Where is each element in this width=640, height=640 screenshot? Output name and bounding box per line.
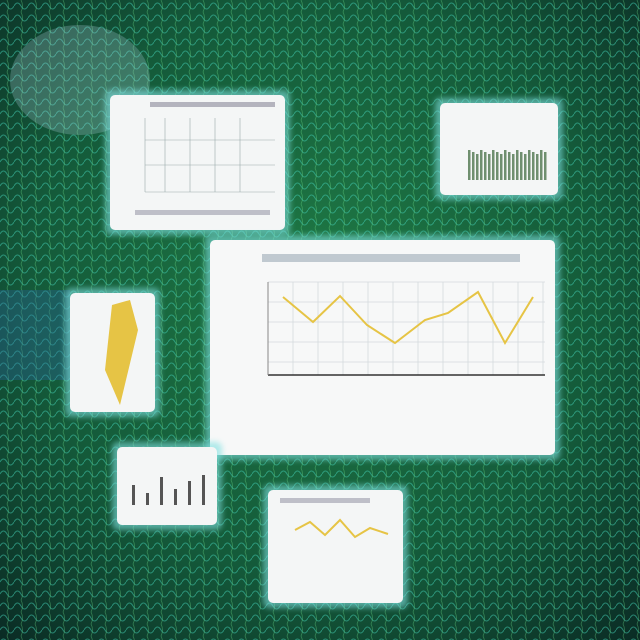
bar <box>146 493 149 505</box>
yellow-shape <box>105 300 138 405</box>
bar <box>524 154 527 180</box>
panel <box>268 490 403 603</box>
scribble <box>280 498 370 503</box>
bar <box>160 477 163 505</box>
bar <box>472 152 475 180</box>
bar <box>468 150 471 180</box>
bar <box>528 150 531 180</box>
mini-line <box>294 518 389 539</box>
trend-line <box>282 290 534 346</box>
bar <box>202 475 205 505</box>
bar <box>492 150 495 180</box>
bar <box>488 154 491 180</box>
mini-bars <box>468 150 547 180</box>
bar <box>496 152 499 180</box>
bar <box>512 154 515 180</box>
bar <box>516 150 519 180</box>
panel <box>117 447 217 525</box>
bar <box>540 150 543 180</box>
bar <box>188 481 191 505</box>
scribble <box>262 254 520 262</box>
blue-patch <box>0 290 70 380</box>
scribble <box>150 102 275 107</box>
bar <box>480 150 483 180</box>
bar <box>532 152 535 180</box>
bar <box>508 152 511 180</box>
bar <box>484 152 487 180</box>
bar <box>500 154 503 180</box>
panel <box>110 95 285 230</box>
scribble <box>135 210 270 215</box>
main-panel <box>210 240 555 455</box>
bar <box>520 152 523 180</box>
bar <box>544 152 547 180</box>
bar <box>536 154 539 180</box>
panel <box>440 103 558 195</box>
bar <box>132 485 135 505</box>
bar <box>476 154 479 180</box>
bar <box>504 150 507 180</box>
mini-bars <box>132 475 205 505</box>
bar <box>174 489 177 505</box>
mini-grid <box>144 118 275 193</box>
